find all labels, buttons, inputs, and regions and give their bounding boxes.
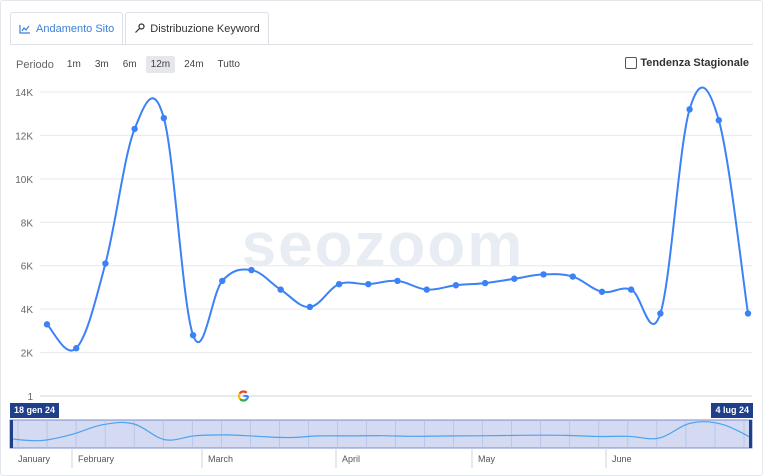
data-point <box>219 277 226 285</box>
period-6m-button[interactable]: 6m <box>122 59 137 70</box>
chart-icon <box>19 24 31 34</box>
navigator-month-label: February <box>78 454 115 464</box>
data-point <box>160 114 168 122</box>
period-1m-button[interactable]: 1m <box>66 59 81 70</box>
navigator-month-label: May <box>478 454 496 464</box>
data-point <box>511 275 518 282</box>
period-label: Periodo <box>16 58 54 71</box>
period-3m-button[interactable]: 3m <box>94 59 109 70</box>
google-icon-arc <box>239 398 248 402</box>
data-point <box>481 279 489 287</box>
period-selector: Periodo 1m 3m 6m 12m 24m Tutto <box>16 56 245 73</box>
period-12m-button[interactable]: 12m <box>145 56 176 73</box>
navigator-handle-left <box>10 420 13 448</box>
navigator-month-label: January <box>18 454 51 464</box>
y-tick-label: 10K <box>15 175 33 186</box>
navigator-end-label: 4 lug 24 <box>711 403 753 418</box>
data-point <box>423 286 430 293</box>
data-point <box>540 271 547 278</box>
y-tick-label: 1 <box>27 392 33 403</box>
navigator-series <box>9 421 753 442</box>
period-24m-button[interactable]: 24m <box>184 59 204 70</box>
data-point <box>43 321 51 328</box>
google-icon-arc <box>238 390 248 395</box>
y-tick-label: 4K <box>21 305 34 316</box>
tab-distribuzione-keyword[interactable]: Distribuzione Keyword <box>125 12 269 44</box>
y-tick-label: 14K <box>15 88 33 99</box>
y-tick-label: 12K <box>15 131 33 142</box>
navigator-month-label: June <box>612 454 632 464</box>
data-point <box>452 282 460 289</box>
google-icon[interactable] <box>237 390 250 402</box>
data-point <box>715 117 722 124</box>
key-icon <box>134 23 145 34</box>
data-point <box>686 106 693 113</box>
period-tutto-button[interactable]: Tutto <box>217 59 240 70</box>
y-tick-label: 2K <box>21 349 34 360</box>
data-point <box>277 286 284 293</box>
y-tick-label: 8K <box>21 218 34 229</box>
chart-grid <box>40 91 752 397</box>
navigator-month-label: April <box>342 454 360 464</box>
data-point <box>365 280 372 288</box>
navigator-month-label: March <box>208 454 233 464</box>
data-point <box>131 125 138 133</box>
data-point <box>627 286 635 293</box>
navigator-handle-right <box>749 420 752 448</box>
data-point <box>335 280 343 288</box>
data-point <box>394 277 401 285</box>
navigator: January February March April May June <box>9 419 753 468</box>
data-point <box>102 260 109 267</box>
google-icon-arc <box>237 392 242 400</box>
navigator-start-label: 18 gen 24 <box>10 403 60 418</box>
tab-andamento-sito[interactable]: Andamento Sito <box>10 12 124 46</box>
data-point <box>657 310 664 317</box>
navigator-window <box>9 419 753 449</box>
series-points <box>43 106 752 352</box>
data-point <box>73 345 80 352</box>
tab-divider <box>10 44 753 45</box>
tab-label: Distribuzione Keyword <box>150 22 260 35</box>
y-tick-label: 6K <box>21 262 34 273</box>
data-point <box>306 303 314 311</box>
data-point <box>248 266 255 274</box>
data-point <box>744 310 752 317</box>
seasonal-trend-toggle[interactable]: Tendenza Stagionale <box>625 57 749 69</box>
seasonal-trend-checkbox[interactable] <box>625 57 638 69</box>
tab-bar: Andamento Sito Distribuzione Keyword <box>10 12 269 46</box>
data-point <box>189 332 197 339</box>
data-point <box>569 273 576 280</box>
data-point <box>598 288 606 295</box>
seasonal-trend-label: Tendenza Stagionale <box>640 57 749 69</box>
watermark: seozoom <box>242 211 525 280</box>
tab-label: Andamento Sito <box>36 22 115 35</box>
